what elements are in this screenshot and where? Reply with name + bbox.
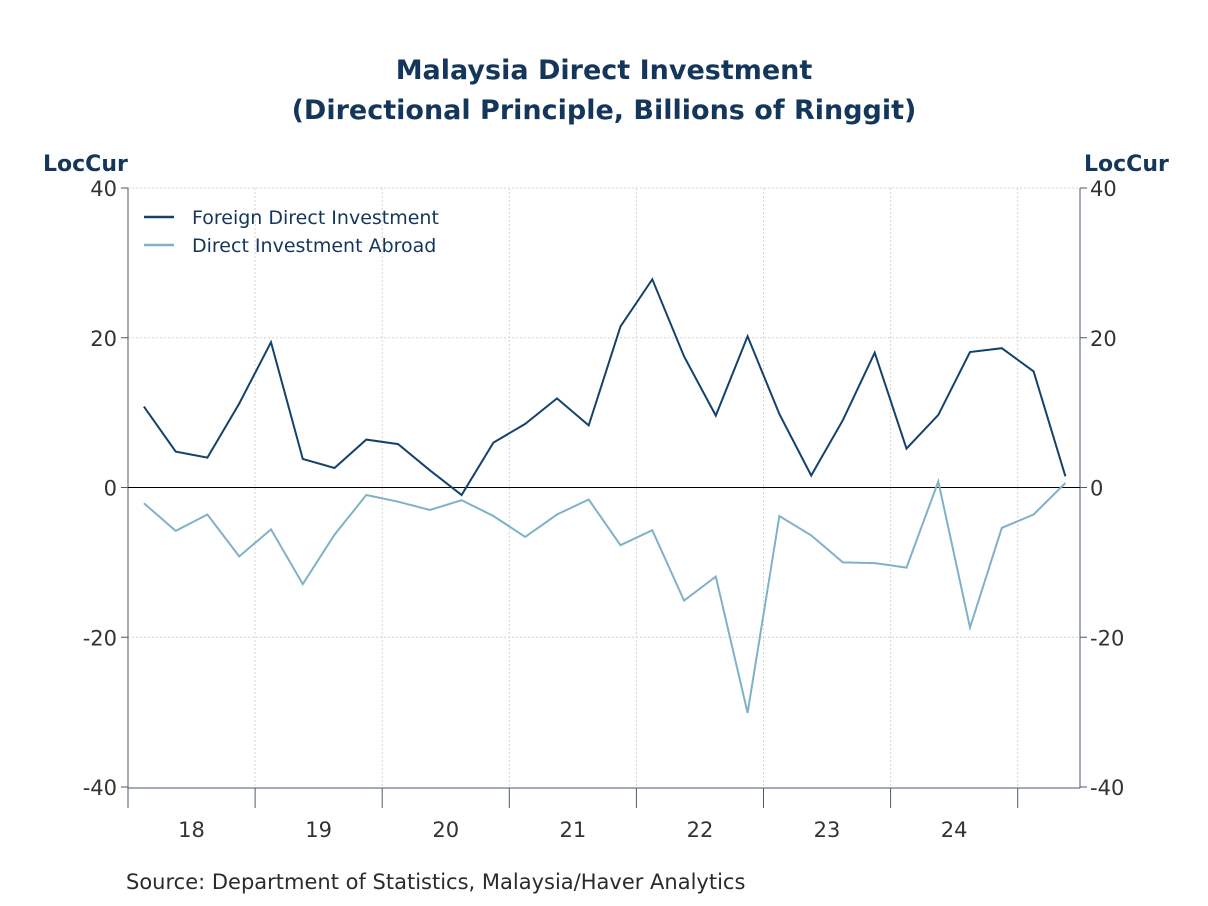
- x-tick-label: 21: [559, 818, 586, 842]
- right-y-tick-label: 20: [1090, 327, 1117, 351]
- axes: 40 40 20 20 0 0 -20 -20 -40 -40 18 19 20 21 22 23 24: [83, 177, 1125, 842]
- x-tick-label: 24: [941, 818, 968, 842]
- gridlines: [128, 187, 1080, 787]
- chart-subtitle: (Directional Principle, Billions of Ring…: [291, 95, 917, 126]
- x-tick-label: 18: [178, 818, 205, 842]
- left-axis-unit: LocCur: [43, 152, 128, 177]
- left-y-tick-label: 0: [104, 477, 117, 501]
- chart-title: Malaysia Direct Investment: [395, 55, 813, 86]
- x-tick-label: 22: [687, 818, 714, 842]
- right-y-tick-label: -40: [1090, 776, 1124, 800]
- left-y-tick-label: -20: [83, 626, 117, 650]
- x-tick-label: 23: [814, 818, 841, 842]
- left-y-tick-label: 40: [90, 177, 117, 201]
- series-line-direct-investment-abroad: [143, 477, 1067, 714]
- source-note: Source: Department of Statistics, Malays…: [126, 870, 746, 894]
- right-y-tick-label: 40: [1090, 177, 1117, 201]
- series-line-foreign-direct-investment: [143, 277, 1067, 497]
- right-y-tick-label: -20: [1090, 626, 1124, 650]
- x-tick-label: 19: [305, 818, 332, 842]
- legend: Foreign Direct Investment Direct Investme…: [144, 207, 439, 257]
- legend-label: Foreign Direct Investment: [192, 207, 439, 229]
- left-y-tick-label: -40: [83, 776, 117, 800]
- left-y-tick-label: 20: [90, 327, 117, 351]
- right-axis-unit: LocCur: [1084, 152, 1169, 177]
- x-tick-label: 20: [432, 818, 459, 842]
- series-lines: [143, 277, 1067, 714]
- right-y-tick-label: 0: [1090, 477, 1103, 501]
- legend-label: Direct Investment Abroad: [192, 235, 436, 257]
